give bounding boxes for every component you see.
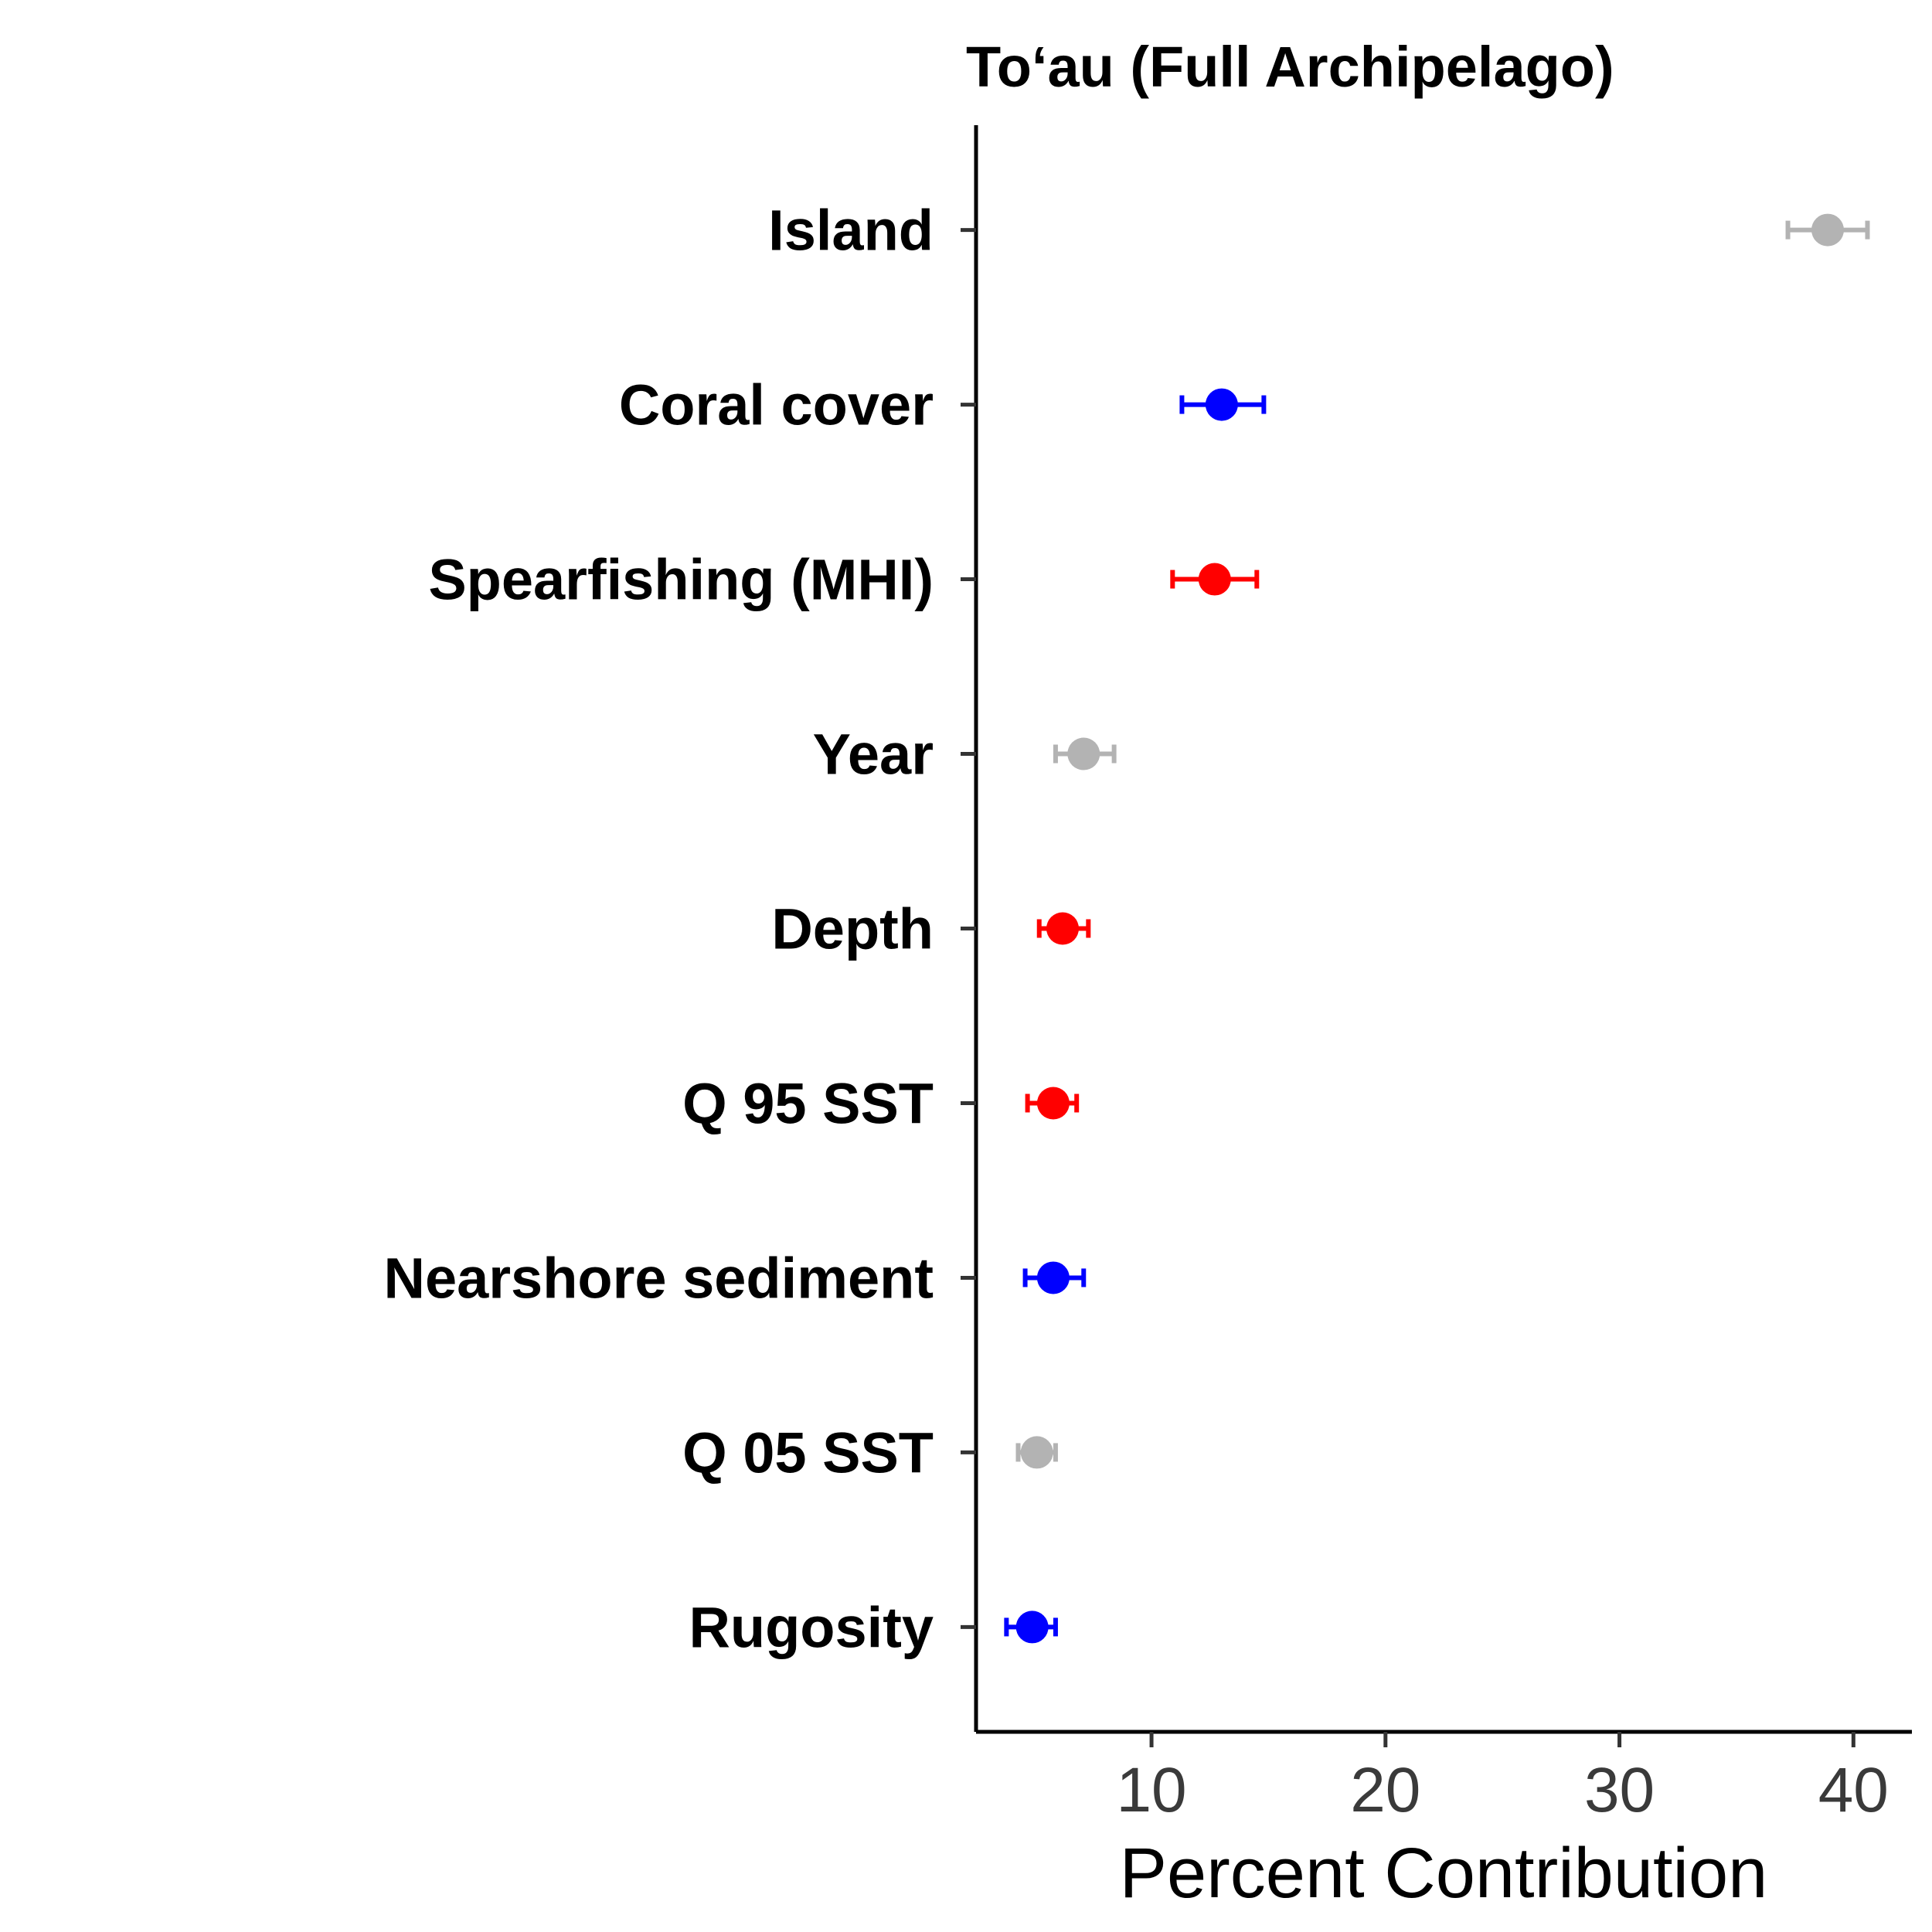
point-depth-marker (1046, 912, 1080, 945)
y-tick-label: Depth (771, 897, 934, 961)
y-tick-label: Coral cover (619, 373, 934, 437)
y-tick-label: Q 05 SST (682, 1420, 934, 1485)
y-axis-ticks: Island Coral cover Spearfishing (MHI) Year… (384, 199, 976, 1659)
x-tick-label: 10 (1116, 1755, 1186, 1825)
y-tick-label: Spearfishing (MHI) (428, 548, 934, 612)
point-nearshore-sediment-marker (1036, 1261, 1070, 1294)
chart-title: To‘au (Full Archipelago) (966, 35, 1614, 99)
y-tick-label: Year (813, 723, 934, 787)
y-tick-label: Nearshore sediment (384, 1246, 934, 1310)
point-q-95-sst-marker (1036, 1087, 1070, 1120)
point-year-marker (1067, 737, 1100, 770)
point-island-marker (1811, 213, 1845, 247)
x-tick-label: 30 (1584, 1755, 1655, 1825)
x-tick-label: 40 (1818, 1755, 1889, 1825)
x-tick-label: 20 (1350, 1755, 1420, 1825)
y-tick-label: Rugosity (689, 1595, 934, 1659)
point-coral-cover-marker (1205, 388, 1238, 421)
y-tick-label: Q 95 SST (682, 1071, 934, 1135)
plot-marks (1004, 213, 1870, 1644)
point-spearfishing-mhi-marker (1198, 563, 1231, 596)
x-axis-title: Percent Contribution (1120, 1834, 1768, 1913)
x-axis-ticks: 10 20 30 40 (1116, 1732, 1889, 1825)
point-q-05-sst-marker (1020, 1436, 1053, 1469)
y-tick-label: Island (768, 199, 934, 263)
point-rugosity-marker (1015, 1611, 1049, 1644)
